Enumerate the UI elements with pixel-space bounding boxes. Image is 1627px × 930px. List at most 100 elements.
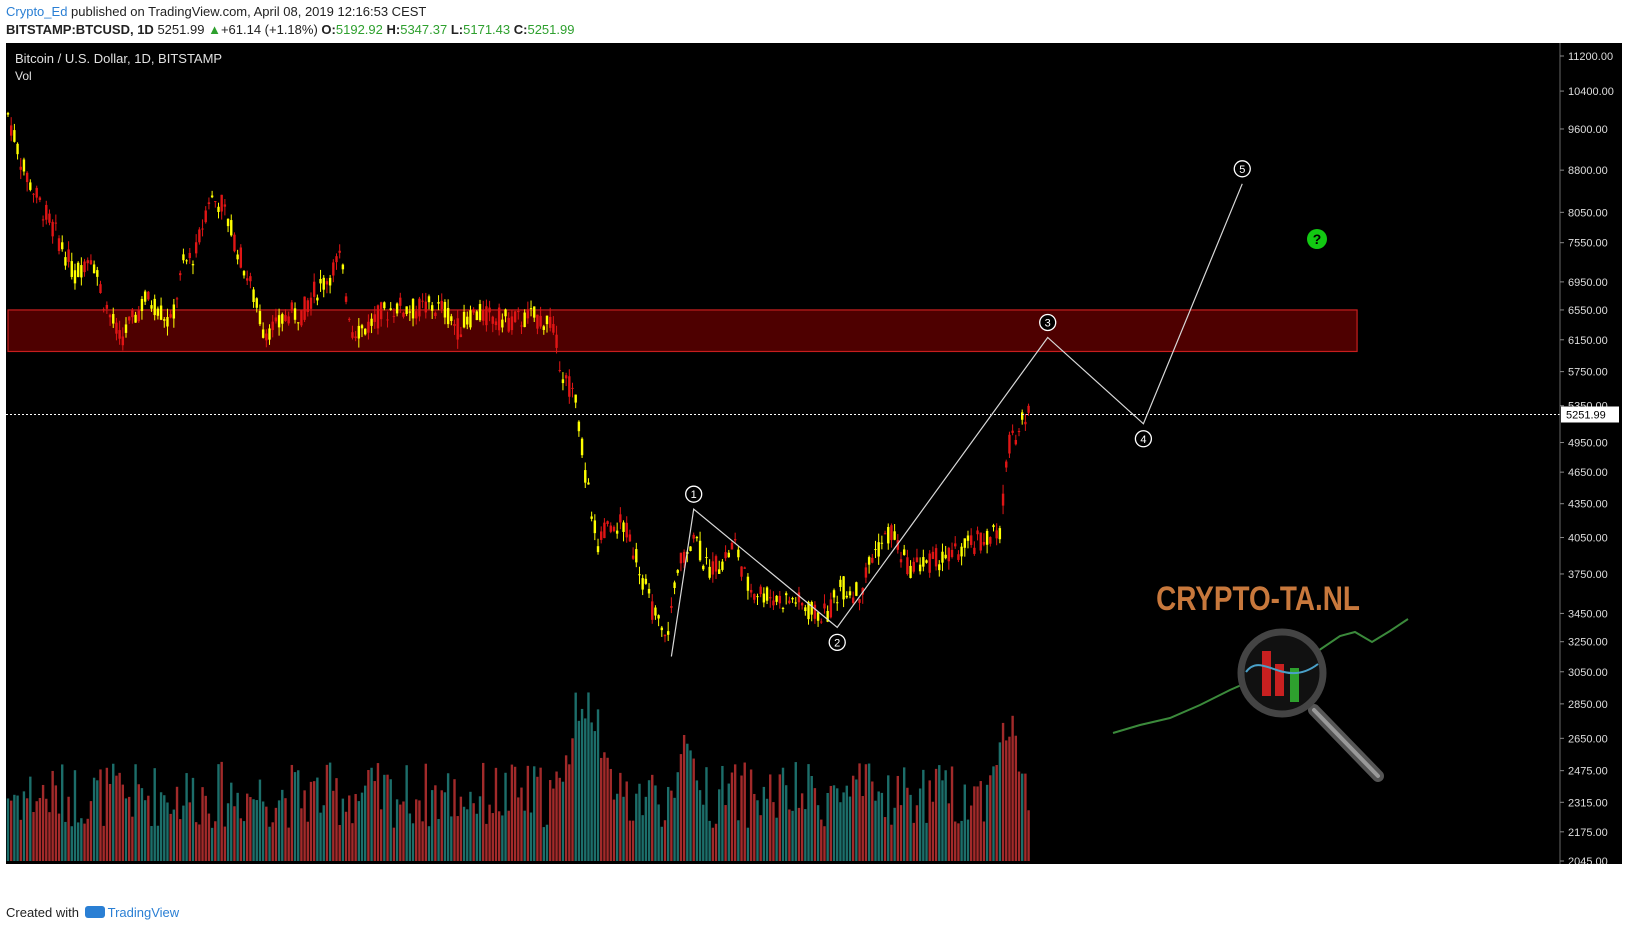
volume-bar <box>906 787 909 861</box>
volume-bar <box>271 822 274 861</box>
y-tick-label: 9600.00 <box>1568 124 1608 136</box>
last-price-tag <box>1561 406 1619 423</box>
author-link[interactable]: Crypto_Ed <box>6 4 68 19</box>
volume-bar <box>733 764 737 861</box>
candle-body <box>596 546 600 553</box>
wave-marker-3 <box>1039 313 1057 332</box>
candle-body <box>360 325 364 329</box>
candle-body <box>67 249 70 262</box>
volume-bar <box>497 811 501 861</box>
volume-bar <box>22 791 26 861</box>
y-tick-label: 6150.00 <box>1568 335 1608 347</box>
volume-bar <box>513 766 517 861</box>
volume-bar <box>810 775 813 861</box>
volume-bar <box>520 787 523 861</box>
y-tick-label: 4950.00 <box>1568 438 1608 450</box>
volume-bar <box>561 781 565 861</box>
volume-bar <box>826 792 829 861</box>
y-tick-label: 8050.00 <box>1568 207 1608 219</box>
volume-bar <box>166 802 169 861</box>
volume-bar <box>386 774 389 861</box>
candle-body <box>328 277 332 286</box>
candle-body <box>332 262 335 276</box>
y-tick-label: 10400.00 <box>1568 86 1614 98</box>
candle-body <box>233 234 236 252</box>
candle-body <box>379 302 383 320</box>
volume-bar <box>328 762 332 861</box>
wave-label-1: 1 <box>691 489 697 501</box>
volume-bar <box>848 796 852 861</box>
volume-bar <box>666 786 670 861</box>
candle-body <box>341 264 345 270</box>
volume-bar <box>16 795 19 861</box>
tradingview-link[interactable]: TradingView <box>107 905 180 920</box>
candle-body <box>737 549 740 558</box>
volume-bar <box>797 807 801 861</box>
volume-bar <box>887 775 890 861</box>
candle-body <box>807 601 810 620</box>
volume-bar <box>823 826 826 861</box>
volume-bar <box>740 775 743 861</box>
candle-body <box>456 318 459 340</box>
candle-body <box>373 314 376 322</box>
candle-body <box>756 596 759 598</box>
volume-bar <box>867 763 871 861</box>
candle-body <box>395 303 399 314</box>
volume-bar <box>944 770 947 861</box>
candle-body <box>35 187 38 198</box>
volume-bar <box>568 764 571 861</box>
candle-body <box>571 387 574 389</box>
candle-body <box>440 300 443 310</box>
volume-bar <box>57 813 61 861</box>
candle-body <box>1001 493 1005 506</box>
volume-bar <box>201 787 204 861</box>
candle-body <box>127 316 131 321</box>
volume-bar <box>494 767 498 861</box>
volume-bar <box>80 818 83 861</box>
volume-bar <box>51 770 54 861</box>
candle-body <box>265 333 268 341</box>
high-value: 5347.37 <box>400 22 448 37</box>
volume-bar <box>89 801 93 861</box>
resistance-zone <box>7 309 1358 353</box>
volume-bar <box>332 790 335 861</box>
candle-body <box>883 533 887 535</box>
volume-bar <box>70 826 73 861</box>
candle-body <box>61 242 64 250</box>
volume-bar <box>558 777 561 861</box>
candle-body <box>788 600 791 604</box>
candle-body <box>306 300 309 312</box>
candle-body <box>102 309 105 311</box>
volume-bar <box>670 790 673 861</box>
candle-body <box>383 302 386 309</box>
candle-body <box>242 271 246 276</box>
candle-body <box>628 534 632 542</box>
candle-body <box>995 530 998 539</box>
candle-body <box>367 321 370 333</box>
volume-bar <box>268 826 271 861</box>
candle-body <box>115 322 118 334</box>
candle-body <box>909 565 912 578</box>
candle-body <box>548 316 552 328</box>
volume-bar <box>682 734 686 861</box>
candle-body <box>194 242 198 254</box>
candle-body <box>348 318 351 320</box>
volume-bar <box>217 764 220 861</box>
candle-body <box>714 556 718 572</box>
price-chart[interactable]: 1 2 3 4 5 11200.00 10400.00 9600.00 8800.00 8050… <box>0 0 1627 864</box>
volume-bar <box>708 820 711 861</box>
volume-bar <box>134 764 137 861</box>
volume-bar <box>175 786 179 861</box>
volume-bar <box>794 762 797 861</box>
candle-body <box>887 526 890 544</box>
candle-body <box>976 530 979 535</box>
candle-body <box>698 540 702 561</box>
candle-body <box>912 561 915 572</box>
candle-body <box>749 589 753 593</box>
volume-bar <box>462 806 466 861</box>
volume-bar <box>737 820 740 861</box>
candle-body <box>590 516 593 519</box>
volume-bar <box>992 766 995 861</box>
candle-body <box>156 308 160 316</box>
candle-body <box>83 261 86 273</box>
